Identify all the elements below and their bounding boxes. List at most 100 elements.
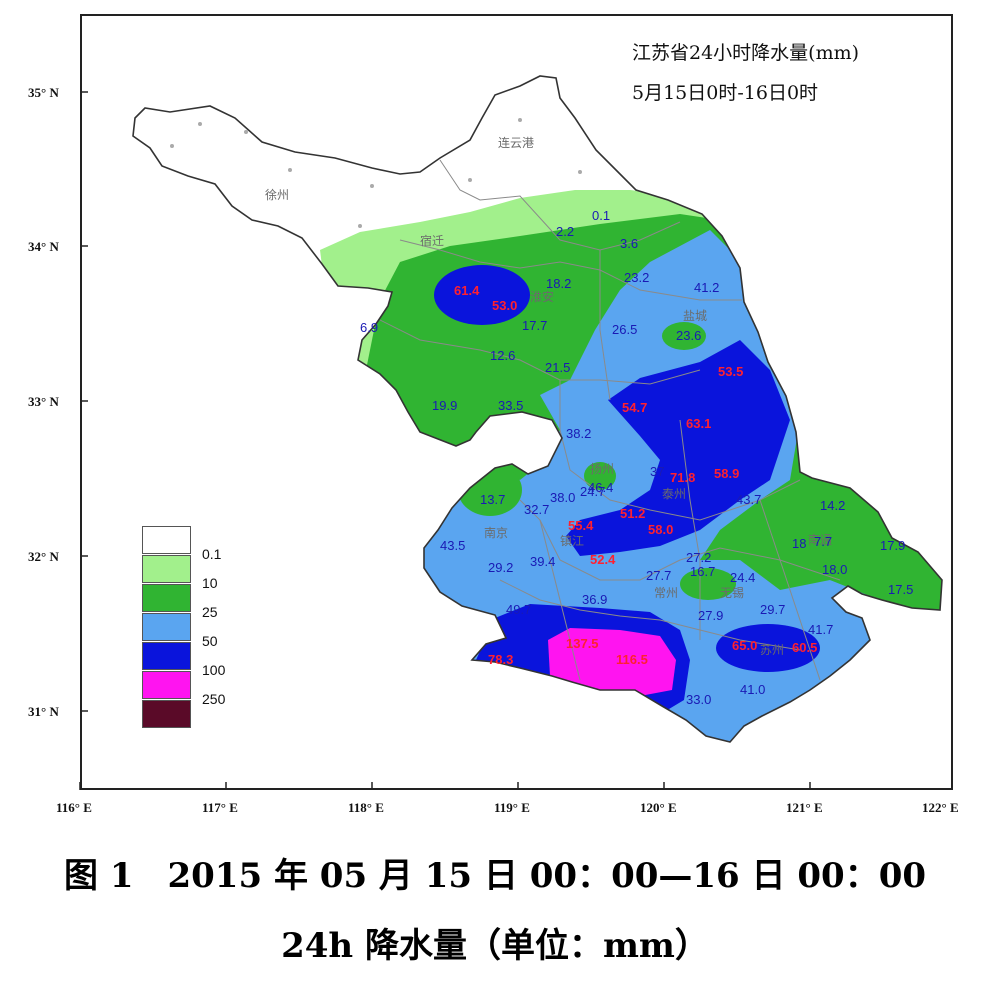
station-value: 41.0 (740, 682, 765, 697)
station-value-heavy: 58.9 (714, 466, 739, 481)
station-value: 19.9 (432, 398, 457, 413)
station-value: 7.7 (814, 534, 832, 549)
station-value: 16.7 (690, 564, 715, 579)
station-value: 23.6 (676, 328, 701, 343)
station-dots (170, 118, 582, 228)
station-value: 36.9 (582, 592, 607, 607)
legend-swatch-0 (142, 526, 191, 554)
figure-caption-line2: 24h 降水量（单位：mm） (281, 926, 709, 966)
map-title-line1: 江苏省24小时降水量(mm) (632, 42, 860, 64)
station-value: 18.2 (546, 276, 571, 291)
station-value: 41.7 (808, 622, 833, 637)
station-value: 2.2 (556, 224, 574, 239)
lat-tick-33: 33° N (28, 394, 59, 409)
city-label: 苏州 (760, 643, 784, 657)
legend-swatch-1 (142, 555, 191, 583)
station-value: 23.2 (624, 270, 649, 285)
station-value-heavy: 53.5 (718, 364, 743, 379)
city-label: 徐州 (265, 187, 289, 202)
station-values: 2.2 0.1 3.6 18.2 23.2 41.2 6.9 17.7 26.5 23.6 12.6… (360, 208, 913, 707)
legend-label-5: 250 (202, 691, 226, 707)
station-value: 14.2 (820, 498, 845, 513)
station-value-heavy: 137.5 (566, 636, 599, 651)
station-value-heavy: 54.7 (622, 400, 647, 415)
station-value: 39.4 (530, 554, 555, 569)
station-value: 32.7 (524, 502, 549, 517)
station-value: 38.0 (550, 490, 575, 505)
station-value: 49.7 (506, 602, 531, 617)
station-value: 17.5 (888, 582, 913, 597)
legend-swatch-4 (142, 642, 191, 670)
city-label: 镇江 (560, 534, 584, 548)
station-value-heavy: 71.8 (670, 470, 695, 485)
city-label: 盐城 (683, 309, 707, 323)
lon-tick-119: 119° E (494, 800, 530, 815)
lat-tick-34: 34° N (28, 239, 59, 254)
lat-tick-35: 35° N (28, 85, 59, 100)
city-label: 南通 (808, 532, 832, 547)
city-label: 无锡 (720, 585, 744, 600)
legend-label-1: 10 (202, 575, 218, 591)
station-value: 17.9 (880, 538, 905, 553)
station-value: 41.2 (694, 280, 719, 295)
station-value: 21.5 (545, 360, 570, 375)
city-label: 泰州 (662, 487, 686, 501)
map-title-line2: 5月15日0时-16日0时 (632, 82, 819, 104)
station-value: 33.0 (686, 692, 711, 707)
lon-tick-120: 120° E (640, 800, 677, 815)
legend-label-4: 100 (202, 662, 226, 678)
figure-caption-line1: 图 1 2015 年 05 月 15 日 00：00—16 日 00：00 (63, 856, 927, 896)
station-value-heavy: 63.1 (686, 416, 711, 431)
station-value-heavy: 78.3 (488, 652, 513, 667)
city-label: 南京 (484, 525, 508, 540)
legend-label-0: 0.1 (202, 546, 222, 562)
station-value: 18.0 (822, 562, 847, 577)
station-value: 18 (792, 536, 806, 551)
station-value: 26.5 (612, 322, 637, 337)
station-value-heavy: 60.5 (792, 640, 817, 655)
station-value: 13.7 (480, 492, 505, 507)
station-value-heavy: 52.4 (590, 552, 616, 567)
lon-tick-122: 122° E (922, 800, 959, 815)
legend-swatch-2 (142, 584, 191, 612)
legend-swatch-6 (142, 700, 191, 728)
station-value: 29.2 (488, 560, 513, 575)
city-label: 宿迁 (420, 233, 444, 248)
station-value: 12.6 (490, 348, 515, 363)
station-value: 0.1 (592, 208, 610, 223)
station-value: 27.9 (698, 608, 723, 623)
station-value-heavy: 58.0 (648, 522, 673, 537)
station-value: 33.5 (498, 398, 523, 413)
lon-tick-116: 116° E (56, 800, 92, 815)
city-label: 扬州 (590, 461, 614, 476)
station-value-heavy: 51.2 (620, 506, 645, 521)
station-value-heavy: 53.0 (492, 298, 517, 313)
county-boundaries (379, 159, 841, 681)
lat-tick-31: 31° N (28, 704, 59, 719)
legend-label-2: 25 (202, 604, 218, 620)
legend-label-3: 50 (202, 633, 218, 649)
station-value: 37 (650, 464, 664, 479)
station-value: 46.4 (588, 480, 613, 495)
city-label: 常州 (654, 586, 678, 600)
station-value: 38.2 (566, 426, 591, 441)
station-value: 24.4 (730, 570, 755, 585)
rainfall-shading (133, 76, 942, 742)
station-value: 27.2 (686, 550, 711, 565)
station-value: 43.7 (736, 492, 761, 507)
station-value: 3.6 (620, 236, 638, 251)
station-value-heavy: 61.4 (454, 283, 480, 298)
lon-tick-117: 117° E (202, 800, 238, 815)
station-value: 27.7 (646, 568, 671, 583)
station-value: 24.7 (580, 484, 605, 499)
city-label: 淮安 (530, 289, 554, 304)
station-value: 17.7 (522, 318, 547, 333)
legend-swatch-3 (142, 613, 191, 641)
lat-tick-32: 32° N (28, 549, 59, 564)
axis-ticks (79, 91, 953, 790)
station-value-heavy: 55.4 (568, 518, 594, 533)
station-value-heavy: 65.0 (732, 638, 757, 653)
lon-tick-121: 121° E (786, 800, 823, 815)
